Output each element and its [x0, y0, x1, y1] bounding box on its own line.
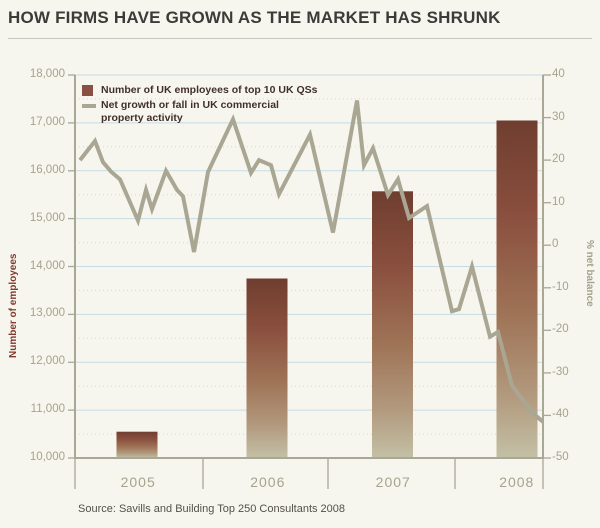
y-axis-tick-label-left: 14,000: [29, 259, 65, 272]
legend-line-label: Net growth or fall in UK commercial prop…: [101, 99, 279, 125]
plot-area: [68, 74, 551, 489]
legend-bar-label: Number of UK employees of top 10 UK QSs: [101, 84, 318, 96]
y-axis-tick-label-right: -50: [552, 451, 569, 463]
y-axis-tick-label-right: -40: [552, 408, 569, 421]
title-divider: [8, 38, 592, 39]
y-axis-tick-label-right: -10: [552, 280, 569, 293]
y-axis-tick-label-left: 10,000: [29, 451, 65, 463]
y-axis-tick-label-left: 17,000: [29, 115, 65, 128]
page-title: HOW FIRMS HAVE GROWN AS THE MARKET HAS S…: [8, 8, 501, 27]
y-axis-tick-label-right: 10: [552, 195, 565, 208]
y-axis-tick-label-right: 30: [552, 110, 565, 123]
y-axis-tick-label-left: 18,000: [29, 68, 65, 80]
y-axis-tick-label-right: -30: [552, 365, 569, 378]
legend-line-label-line1: Net growth or fall in UK commercial: [101, 99, 279, 111]
y-axis-tick-label-right: -20: [552, 323, 569, 336]
chart-legend: Number of UK employees of top 10 UK QSs …: [82, 84, 317, 127]
bar-2008: [496, 120, 538, 458]
y-axis-tick-label-left: 11,000: [30, 403, 65, 416]
y-axis-tick-label-right: 20: [552, 153, 565, 166]
x-axis-year-label: 2005: [120, 474, 156, 490]
right-axis-title: % net balance: [584, 240, 595, 307]
y-axis-tick-label-right: 40: [552, 68, 565, 80]
x-axis-year-label: 2006: [250, 474, 286, 490]
legend-line-label-line2: property activity: [101, 112, 183, 124]
bar-2005: [116, 431, 158, 458]
legend-item-bars: Number of UK employees of top 10 UK QSs: [82, 84, 317, 97]
y-axis-tick-label-left: 13,000: [29, 307, 65, 320]
y-axis-tick-label-left: 15,000: [29, 211, 65, 224]
y-axis-tick-label-left: 12,000: [29, 355, 65, 368]
y-axis-tick-label-left: 16,000: [29, 163, 65, 176]
x-axis-year-label: 2008: [499, 474, 535, 490]
legend-line-swatch: [82, 104, 96, 108]
source-note: Source: Savills and Building Top 250 Con…: [78, 503, 346, 515]
bar-2006: [246, 278, 288, 458]
legend-item-line: Net growth or fall in UK commercial prop…: [82, 99, 317, 125]
legend-bar-swatch: [82, 85, 93, 96]
net-balance-line: [78, 100, 545, 424]
bar-2007: [372, 191, 413, 459]
y-axis-tick-label-right: 0: [552, 238, 559, 251]
x-axis-year-label: 2007: [375, 474, 411, 490]
